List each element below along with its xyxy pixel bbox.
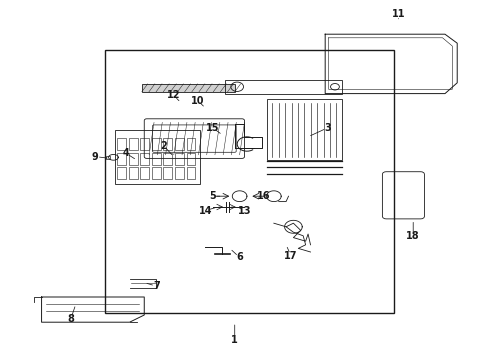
Bar [175, 167, 183, 179]
Bar [152, 138, 161, 150]
Bar [115, 130, 200, 184]
Bar [142, 84, 234, 92]
Bar [106, 156, 110, 159]
Text: 2: 2 [160, 141, 167, 151]
Bar [152, 167, 161, 179]
Bar [129, 138, 138, 150]
Bar [163, 167, 172, 179]
Text: 18: 18 [406, 231, 419, 241]
Text: 15: 15 [205, 123, 219, 133]
Text: 3: 3 [324, 123, 330, 133]
Bar [186, 167, 195, 179]
Bar [186, 153, 195, 165]
Text: 5: 5 [209, 191, 216, 201]
Text: 8: 8 [67, 314, 74, 324]
Bar [117, 153, 126, 165]
Text: 9: 9 [92, 152, 99, 162]
Text: 6: 6 [236, 252, 243, 262]
Text: 7: 7 [153, 281, 160, 291]
Text: 4: 4 [122, 148, 129, 158]
Text: 13: 13 [237, 206, 251, 216]
Bar [175, 138, 183, 150]
Bar [175, 153, 183, 165]
Bar [140, 167, 149, 179]
Bar [140, 153, 149, 165]
Bar [140, 138, 149, 150]
Bar [129, 153, 138, 165]
Bar [105, 50, 393, 313]
Text: 11: 11 [391, 9, 405, 19]
Text: 14: 14 [198, 206, 212, 216]
Bar [129, 167, 138, 179]
Text: 1: 1 [231, 335, 238, 345]
Text: 10: 10 [191, 96, 204, 106]
Bar [152, 153, 161, 165]
Text: 17: 17 [284, 251, 297, 261]
Bar [117, 138, 126, 150]
Bar [163, 138, 172, 150]
Bar [224, 80, 342, 94]
Bar [163, 153, 172, 165]
Text: 16: 16 [257, 191, 270, 201]
Bar [266, 99, 342, 160]
Bar [117, 167, 126, 179]
Text: 12: 12 [166, 90, 180, 100]
Bar [186, 138, 195, 150]
